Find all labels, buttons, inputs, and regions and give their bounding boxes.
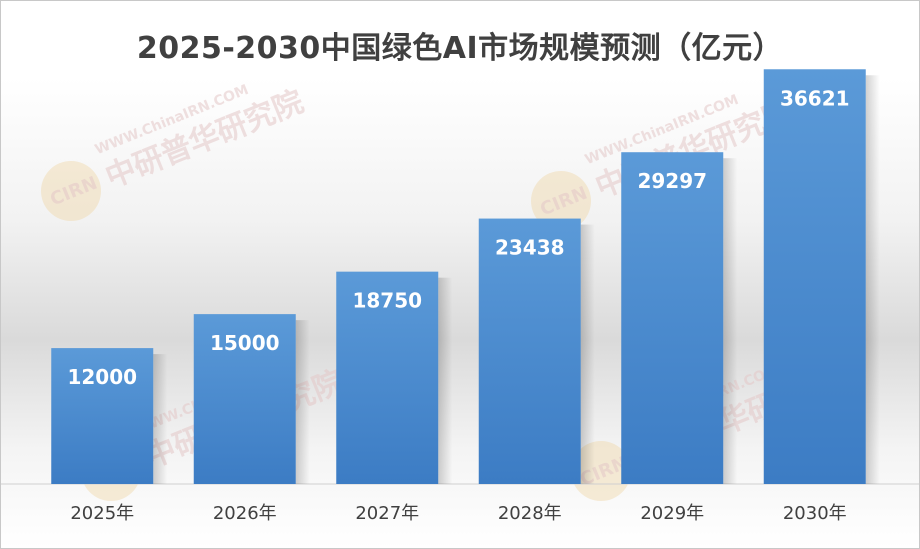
x-tick-label: 2029年 (640, 503, 704, 524)
data-label: 23438 (495, 236, 565, 260)
x-tick-label: 2026年 (213, 503, 277, 524)
bar (193, 314, 296, 484)
x-tick-label: 2030年 (783, 503, 847, 524)
bars-group (51, 69, 880, 485)
ticks-group: 2025年 2026年 2027年 2028年 2029年 2030年 (70, 503, 846, 524)
bar (621, 152, 724, 484)
bar-shadow (723, 158, 738, 484)
labels-group: 12000 15000 18750 23438 29297 36621 (67, 86, 849, 389)
x-tick-label: 2028年 (498, 503, 562, 524)
x-tick-label: 2025年 (70, 503, 134, 524)
data-label: 15000 (210, 331, 280, 355)
x-tick-label: 2027年 (355, 503, 419, 524)
watermark-logo-icon (41, 161, 101, 221)
chart-title: 2025-2030中国绿色AI市场规模预测（亿元） (136, 31, 784, 66)
bar (336, 271, 439, 484)
bar-shadow (153, 354, 168, 484)
data-label: 36621 (780, 86, 850, 110)
data-label: 12000 (67, 365, 137, 389)
bar (478, 218, 581, 485)
bar (763, 69, 866, 484)
watermark-logo-icon (531, 171, 591, 231)
bar (51, 348, 154, 484)
bar-shadow (865, 75, 880, 484)
data-label: 29297 (637, 169, 707, 193)
data-label: 18750 (352, 289, 422, 313)
bar-shadow (580, 224, 595, 485)
bar-shadow (295, 320, 310, 484)
bar-shadow (438, 277, 453, 484)
